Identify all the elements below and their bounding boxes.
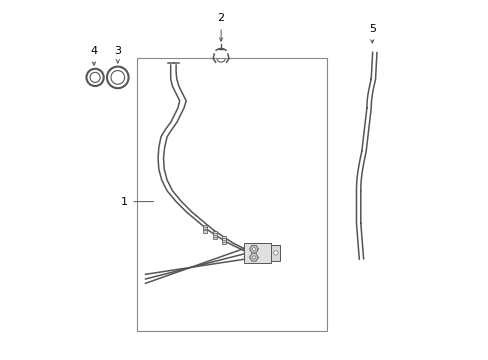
Text: 4: 4 [90,46,98,56]
Bar [136,58,326,331]
Bar [244,243,271,263]
Bar [222,236,225,244]
Circle shape [107,67,128,88]
Polygon shape [249,246,258,253]
Circle shape [111,71,124,84]
Circle shape [90,72,100,82]
Bar [271,245,280,261]
Text: 5: 5 [368,24,375,34]
Circle shape [252,248,255,251]
Polygon shape [249,254,258,261]
Text: 3: 3 [114,46,121,56]
Text: 1: 1 [120,197,127,207]
Circle shape [273,251,277,255]
Bar [203,225,206,233]
Text: 2: 2 [217,13,224,23]
Bar [212,231,217,239]
Circle shape [86,69,103,86]
Circle shape [252,256,255,259]
